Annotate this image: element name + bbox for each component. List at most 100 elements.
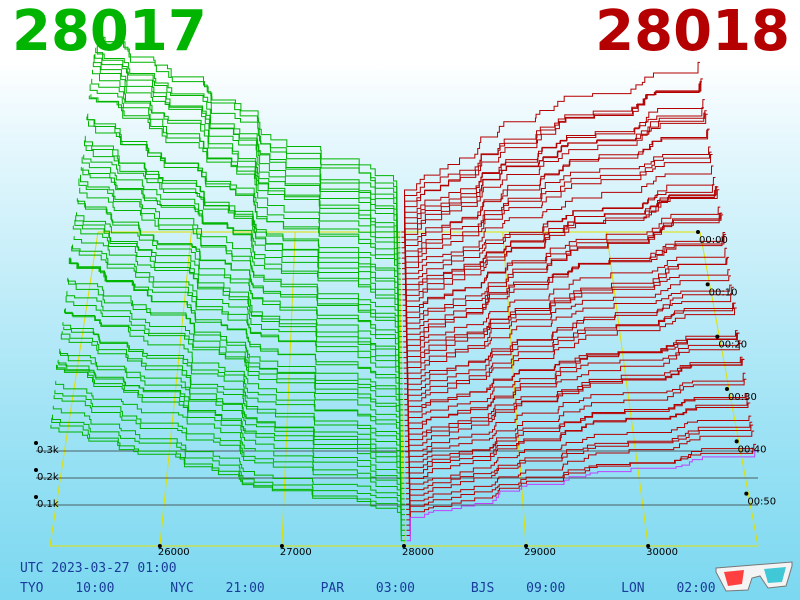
bid-depth-line xyxy=(64,308,404,448)
bid-depth-line xyxy=(50,424,406,542)
bid-depth-line xyxy=(75,215,403,380)
zone-tyo: TYO 10:00 xyxy=(20,581,115,596)
time-tick-label: 00:20 xyxy=(718,340,747,351)
bid-price: 28017 xyxy=(12,0,207,64)
time-tick-label: 00:00 xyxy=(699,235,728,246)
zone-bjs: BJS 09:00 xyxy=(470,581,566,596)
bid-depth-line xyxy=(52,405,406,526)
ask-depth-line xyxy=(401,83,701,238)
bid-depth-line xyxy=(76,212,403,374)
ask-depth-line xyxy=(403,258,729,385)
bid-depth-line xyxy=(67,277,404,432)
price-tick-marker xyxy=(279,544,284,548)
price-tick-label: 27000 xyxy=(280,547,312,558)
ask-depth-line xyxy=(402,176,716,317)
ask-depth-line xyxy=(401,110,707,270)
bid-depth-line xyxy=(83,154,402,327)
price-tick-marker xyxy=(524,544,529,548)
bid-depth-line xyxy=(84,135,402,317)
bid-depth-line xyxy=(62,322,405,463)
ask-depth-line xyxy=(403,189,720,338)
price-tick-label: 26000 xyxy=(158,547,190,558)
bid-depth-line xyxy=(66,290,404,437)
bid-depth-line xyxy=(89,83,402,285)
bid-depth-line xyxy=(72,244,404,400)
bid-depth-line xyxy=(95,47,401,249)
bid-depth-line xyxy=(93,54,401,259)
time-tick-marker xyxy=(744,491,749,496)
bid-depth-line xyxy=(53,394,406,521)
ask-depth-line xyxy=(404,256,729,390)
volume-tick-label: 0.2k xyxy=(37,472,59,483)
bid-depth-line xyxy=(90,94,402,280)
ask-depth-line xyxy=(402,186,718,327)
bid-depth-line xyxy=(96,30,401,243)
bid-depth-line xyxy=(92,69,401,270)
ask-depth-line xyxy=(403,247,728,380)
ask-depth-line xyxy=(405,393,749,495)
ask-depth-line xyxy=(402,165,714,306)
ask-depth-line xyxy=(401,81,702,243)
ask-depth-line xyxy=(405,356,743,463)
depth-curves xyxy=(50,30,758,542)
ask-depth-line xyxy=(402,113,708,275)
ask-depth-line xyxy=(403,236,725,364)
price-tick-marker xyxy=(402,544,406,548)
bid-depth-line xyxy=(80,174,403,348)
time-tick-marker xyxy=(715,334,720,339)
utc-time: UTC 2023-03-27 01:00 xyxy=(20,561,177,576)
grid-price-line xyxy=(606,231,649,547)
volume-tick-label: 0.1k xyxy=(37,499,59,510)
ask-depth-line xyxy=(401,112,706,264)
bid-depth-line xyxy=(68,279,404,427)
price-tick-marker xyxy=(646,544,651,548)
bid-depth-line xyxy=(56,365,405,500)
bid-depth-line xyxy=(59,348,405,484)
ask-depth-line xyxy=(405,340,741,453)
ask-depth-line xyxy=(404,269,730,395)
bid-depth-line xyxy=(86,116,402,306)
bid-depth-line xyxy=(74,219,403,385)
bid-depth-line xyxy=(92,61,401,264)
bid-depth-line xyxy=(81,156,403,338)
ask-depth-line xyxy=(401,99,705,259)
ask-depth-line xyxy=(405,372,746,479)
zone-par: PAR 03:00 xyxy=(320,581,416,596)
ask-depth-line xyxy=(401,107,704,254)
ask-depth-line xyxy=(406,424,754,521)
bid-depth-line xyxy=(56,364,405,505)
volume-tick-marker xyxy=(34,468,38,472)
bid-depth-line xyxy=(78,178,403,359)
bid-depth-line xyxy=(88,95,402,291)
ask-depth-line xyxy=(402,146,711,291)
ask-depth-line xyxy=(405,397,750,500)
ask-depth-line xyxy=(406,415,752,510)
bid-depth-line xyxy=(64,309,404,453)
bid-depth-line xyxy=(72,225,403,395)
3d-glasses-icon[interactable] xyxy=(712,558,796,592)
ask-depth-line xyxy=(406,430,755,526)
bid-depth-line xyxy=(65,295,404,442)
bid-depth-line xyxy=(68,257,404,421)
bid-depth-line xyxy=(52,414,406,531)
time-tick-marker xyxy=(725,387,729,391)
chart-ticks: 26000 27000 28000 29000 30000 00:00 00:10 00:20… xyxy=(34,230,776,558)
ask-depth-line xyxy=(402,151,712,296)
time-tick-marker xyxy=(696,230,700,234)
price-tick-label: 30000 xyxy=(646,547,678,558)
zone-nyc: NYC 21:00 xyxy=(170,581,265,596)
bid-depth-line xyxy=(60,351,405,479)
ask-depth-line xyxy=(404,275,731,400)
ask-depth-line xyxy=(402,128,710,285)
ask-depth-line xyxy=(402,184,715,311)
ask-depth-line xyxy=(406,448,756,531)
bid-depth-line xyxy=(60,333,405,474)
ask-depth-line xyxy=(406,421,753,516)
ask-depth-line xyxy=(403,212,723,353)
ask-depth-line xyxy=(404,292,733,411)
ask-depth-line xyxy=(405,358,745,474)
timezone-row: TYO 10:00 NYC 21:00 PAR 03:00 BJS 09:00 … xyxy=(20,581,764,596)
volume-tick-marker xyxy=(34,441,38,445)
bid-depth-line xyxy=(88,120,402,296)
